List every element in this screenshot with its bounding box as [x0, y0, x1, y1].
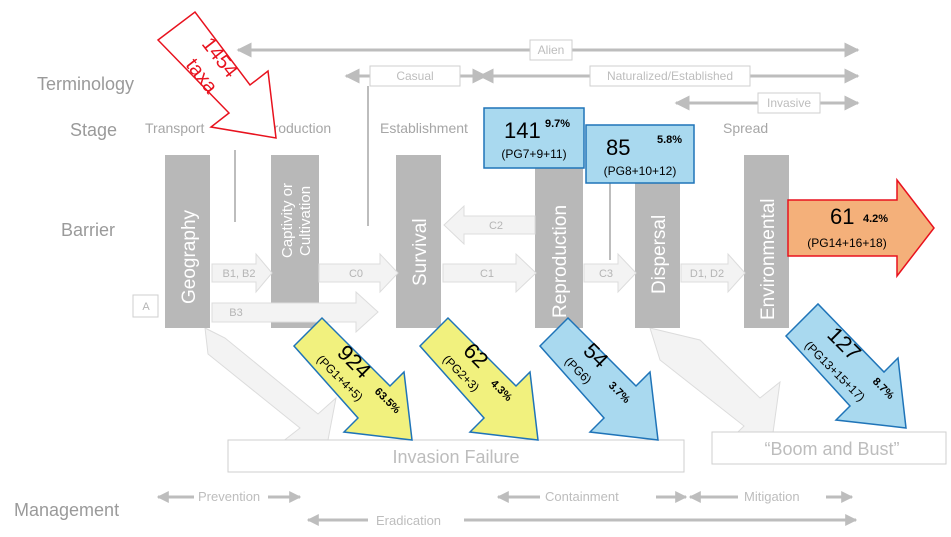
svg-text:9.7%: 9.7%	[545, 118, 570, 130]
reproduction-failure-arrow: 54 3.7% (PG6)	[538, 316, 659, 441]
management-eradication: Eradication	[306, 513, 858, 528]
svg-text:Casual: Casual	[396, 69, 433, 83]
management-prevention: Prevention	[156, 489, 302, 504]
flow-arrow-dispersal	[649, 327, 781, 443]
svg-text:141: 141	[504, 118, 541, 143]
transition-b3: B3	[211, 290, 379, 334]
svg-text:Captivity or: Captivity or	[279, 183, 296, 258]
survival-failure-arrow: 62 4.3% (PG2+3)	[418, 316, 539, 441]
svg-text:85: 85	[606, 135, 630, 160]
stage-transport: Transport	[145, 120, 205, 136]
svg-text:D1, D2: D1, D2	[690, 268, 724, 280]
transition-c3: C3	[583, 252, 637, 294]
stage-label: Stage	[70, 120, 117, 140]
svg-text:(PG7+9+11): (PG7+9+11)	[501, 147, 566, 161]
management-label: Management	[14, 500, 119, 520]
svg-text:Mitigation: Mitigation	[744, 489, 800, 504]
transition-b1b2: B1, B2	[211, 252, 273, 294]
management-mitigation: Mitigation	[688, 489, 854, 504]
stage-spread: Spread	[723, 120, 768, 136]
reproduction-count-box: 141 9.7% (PG7+9+11)	[483, 107, 585, 169]
svg-text:Environmental: Environmental	[758, 199, 779, 320]
svg-text:C1: C1	[480, 268, 494, 280]
management-containment: Containment	[496, 489, 688, 504]
svg-text:(PG14+16+18): (PG14+16+18)	[807, 236, 886, 250]
svg-text:5.8%: 5.8%	[657, 134, 682, 146]
environmental-count-arrow: 61 4.2% (PG14+16+18)	[787, 177, 935, 279]
svg-text:Eradication: Eradication	[376, 513, 441, 528]
svg-text:C0: C0	[349, 268, 363, 280]
transition-d1d2: D1, D2	[680, 252, 746, 294]
svg-text:4.2%: 4.2%	[863, 213, 888, 225]
boom-bust-arrow: 127 8.7% (PG13+15+17)	[784, 302, 907, 429]
svg-text:(PG8+10+12): (PG8+10+12)	[604, 164, 677, 178]
svg-text:A: A	[142, 301, 150, 313]
invasive-term-box: Invasive	[757, 92, 821, 114]
svg-text:C2: C2	[489, 220, 503, 232]
casual-term-box: Casual	[369, 65, 461, 87]
svg-text:Reproduction: Reproduction	[550, 205, 571, 318]
transition-a: A	[132, 294, 159, 318]
svg-text:Cultivation: Cultivation	[297, 186, 314, 256]
svg-text:Geography: Geography	[179, 209, 200, 304]
dispersal-count-box: 85 5.8% (PG8+10+12)	[585, 124, 695, 184]
stage-establishment: Establishment	[380, 120, 468, 136]
geography-barrier: Geography	[165, 155, 210, 328]
svg-text:C3: C3	[599, 268, 613, 280]
svg-text:Dispersal: Dispersal	[649, 215, 670, 294]
svg-text:Alien: Alien	[538, 43, 565, 57]
svg-text:B3: B3	[229, 307, 242, 319]
barrier-label: Barrier	[61, 220, 115, 240]
transition-c0: C0	[318, 252, 399, 294]
svg-text:Containment: Containment	[545, 489, 619, 504]
terminology-label: Terminology	[37, 74, 134, 94]
svg-text:Survival: Survival	[410, 218, 431, 286]
alien-term-box: Alien	[529, 39, 573, 61]
naturalized-term-box: Naturalized/Established	[589, 65, 751, 87]
svg-text:Naturalized/Established: Naturalized/Established	[607, 69, 733, 83]
reproduction-barrier: Reproduction	[535, 155, 583, 328]
svg-text:Prevention: Prevention	[198, 489, 260, 504]
svg-text:Invasion Failure: Invasion Failure	[392, 447, 519, 467]
svg-text:“Boom and Bust”: “Boom and Bust”	[764, 439, 899, 459]
invasion-failure-box: Invasion Failure	[227, 439, 685, 473]
captivity-barrier: Captivity or Cultivation	[271, 155, 319, 328]
survival-barrier: Survival	[396, 155, 441, 328]
dispersal-barrier: Dispersal	[635, 155, 680, 328]
transition-c2: C2	[443, 204, 536, 246]
boom-bust-box: “Boom and Bust”	[711, 431, 947, 465]
environmental-barrier: Environmental	[744, 155, 789, 328]
svg-text:Invasive: Invasive	[767, 96, 811, 110]
captivity-failure-arrow: 924 63.5% (PG1+4+5)	[292, 316, 413, 441]
stage-introduction: Introduction	[258, 120, 331, 136]
svg-text:61: 61	[830, 204, 854, 229]
transition-c1: C1	[442, 252, 537, 294]
svg-text:B1, B2: B1, B2	[222, 268, 255, 280]
